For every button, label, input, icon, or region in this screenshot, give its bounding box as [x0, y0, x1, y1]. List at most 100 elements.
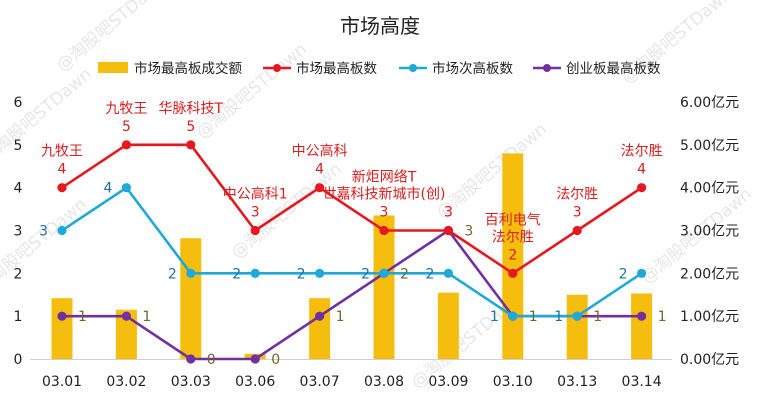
right-axis-tick: 5.00亿元 [680, 138, 739, 154]
series-1-value-label: 3 [573, 205, 582, 221]
right-axis-tick: 3.00亿元 [680, 224, 739, 240]
x-axis-tick: 03.14 [622, 374, 662, 390]
series-1-value-label: 4 [58, 162, 67, 178]
bar-03.03 [180, 238, 202, 359]
series-2-value-label: 3 [39, 224, 48, 240]
legend-item-4: 创业板最高板数 [533, 60, 661, 77]
series-1-value-label: 4 [637, 162, 646, 178]
series-1-point [250, 225, 260, 236]
left-axis-tick: 4 [14, 181, 23, 197]
series-1-stock-label: 法尔胜 [492, 229, 534, 245]
left-axis-tick: 1 [14, 309, 23, 325]
right-axis-tick: 2.00亿元 [680, 266, 739, 282]
series-2-value-label: 4 [103, 181, 112, 197]
watermark-text: @淘股吧STDawn [193, 39, 311, 143]
series-1-stock-label: 百利电气 [485, 212, 541, 228]
series-2-point [508, 311, 518, 321]
x-axis-tick: 03.06 [235, 374, 275, 390]
series-3-point [637, 311, 647, 321]
bar-03.01 [51, 298, 73, 359]
series-1-point [443, 225, 453, 236]
series-1-stock-label: 新炬网络T [352, 170, 417, 186]
series-2-point [315, 268, 325, 278]
series-3-value-label: 0 [207, 352, 216, 368]
left-axis-tick: 0 [14, 352, 23, 368]
series-2-value-label: 2 [619, 266, 628, 282]
x-axis-tick: 03.10 [493, 374, 533, 390]
x-axis-tick: 03.07 [300, 374, 340, 390]
legend: 市场最高板成交额 市场最高板数 市场次高板数 创业板最高板数 [98, 60, 661, 77]
series-1-value-label: 3 [251, 205, 260, 221]
series-1-stock-label: 中公高科1 [223, 186, 288, 203]
series-2-value-label: 2 [297, 266, 306, 282]
series-1-stock-label: 世嘉科技新城市(创) [323, 186, 446, 203]
series-2-point [379, 268, 389, 278]
left-axis-tick: 5 [14, 138, 23, 154]
bar-03.13 [566, 294, 588, 359]
series-2-value-label: 1 [554, 309, 563, 325]
series-2-value-label: 1 [490, 309, 499, 325]
series-3-value-label: 1 [593, 309, 602, 325]
series-1-value-label: 3 [380, 205, 389, 221]
x-axis-tick: 03.08 [364, 374, 404, 390]
bar-03.09 [437, 292, 459, 359]
series-3-point [121, 311, 131, 321]
legend-label: 市场次高板数 [432, 60, 513, 77]
series-3-point [250, 354, 260, 364]
series-3-point [57, 311, 67, 321]
series-1-point [57, 183, 67, 193]
series-1-value-label: 3 [444, 205, 453, 221]
series-3-value-label: 1 [658, 309, 667, 325]
x-axis-tick: 03.09 [428, 374, 468, 390]
series-1-value-label: 5 [122, 119, 131, 135]
legend-label: 市场最高板成交额 [134, 60, 242, 77]
x-axis-tick: 03.13 [557, 374, 597, 390]
series-2-point [572, 311, 582, 321]
series-1-stock-label: 中公高科 [292, 143, 348, 160]
right-axis-tick: 0.00亿元 [680, 352, 739, 368]
legend-item-3: 市场次高板数 [399, 60, 513, 77]
series-1-point [379, 225, 389, 236]
left-axis-tick: 3 [14, 224, 23, 240]
legend-item-1: 市场最高板成交额 [98, 60, 242, 77]
series-1-point [637, 183, 647, 193]
series-1-point [121, 140, 131, 150]
series-2-value-label: 2 [232, 266, 241, 282]
bar-03.07 [309, 298, 331, 359]
x-axis-tick: 03.02 [106, 374, 146, 390]
series-2-value-label: 2 [425, 266, 434, 282]
series-2-point [637, 268, 647, 278]
legend-item-2: 市场最高板数 [263, 60, 377, 77]
right-axis-tick: 6.00亿元 [680, 95, 739, 111]
watermark-text: @淘股吧STDawn [0, 194, 91, 298]
series-3-value-label: 2 [400, 266, 409, 282]
left-axis-tick: 6 [14, 95, 23, 111]
series-1-point [186, 140, 196, 150]
legend-swatch-marker [543, 64, 551, 72]
legend-swatch-marker [409, 64, 417, 72]
right-axis-tick: 4.00亿元 [680, 181, 739, 197]
data-labels: 4 九牧王 5 九牧王 5 华脉科技T 3 中公高科1 4 中公高科 3 世嘉科技新城市(创)新炬网络… [39, 101, 666, 368]
series-2-point [443, 268, 453, 278]
series-1-point [508, 268, 518, 278]
series-1-point [572, 225, 582, 236]
series-1-stock-label: 法尔胜 [556, 187, 598, 203]
series-2-value-label: 2 [168, 266, 177, 282]
line-series [57, 140, 647, 364]
series-1-stock-label: 九牧王 [41, 144, 83, 160]
series-1-stock-label: 九牧王 [105, 101, 147, 117]
series-3-value-label: 3 [464, 224, 473, 240]
chart-title: 市场高度 [340, 14, 420, 38]
series-2-point [121, 183, 131, 193]
legend-swatch-marker [273, 64, 281, 72]
series-1-value-label: 4 [315, 162, 324, 178]
bar-03.08 [373, 215, 395, 359]
series-1-point [315, 183, 325, 193]
series-line-1 [61, 143, 643, 275]
series-line-3 [62, 229, 642, 361]
series-3-value-label: 0 [271, 352, 280, 368]
x-axis-tick: 03.01 [42, 374, 82, 390]
watermark-text: @淘股吧STDawn [228, 159, 346, 263]
